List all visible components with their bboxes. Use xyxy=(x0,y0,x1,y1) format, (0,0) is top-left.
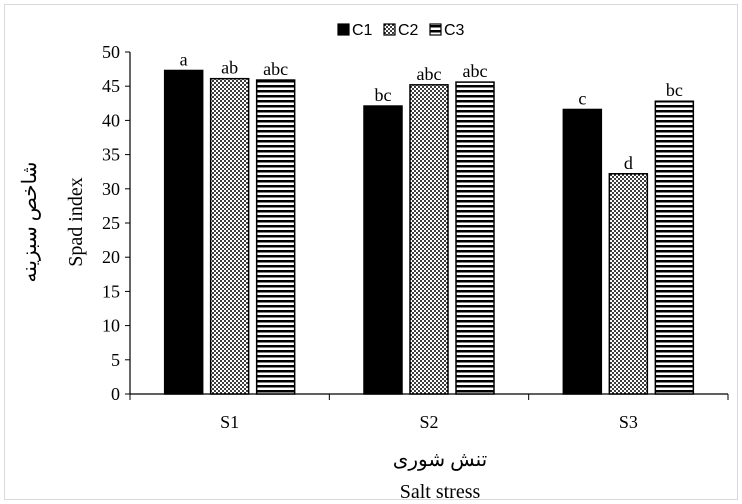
x-tick-label: S3 xyxy=(619,412,638,432)
bar-c2-s1 xyxy=(209,77,250,395)
axes: 0 5 10 15 20 25 30 35 40 45 50 S1 S2 S3 xyxy=(102,42,729,432)
significance-letter: abc xyxy=(463,61,488,81)
significance-letter: abc xyxy=(417,64,442,84)
bar-c1-s2 xyxy=(363,105,403,395)
bar-c3-s1 xyxy=(255,79,296,395)
y-tick-label: 50 xyxy=(102,42,120,62)
legend-swatch-c1 xyxy=(337,23,350,36)
significance-letter: bc xyxy=(375,85,392,105)
legend: C1 C2 C3 xyxy=(337,22,465,39)
y-tick-label: 5 xyxy=(111,350,120,370)
legend-swatch-c3 xyxy=(429,23,442,36)
x-axis-title-persian: تنش شوری xyxy=(393,449,488,471)
y-tick-label: 35 xyxy=(102,145,120,165)
significance-letter: d xyxy=(624,153,633,173)
y-tick-label: 30 xyxy=(102,179,120,199)
y-tick-label: 45 xyxy=(102,76,120,96)
legend-label-c1: C1 xyxy=(352,22,373,39)
y-tick-label: 10 xyxy=(102,316,120,336)
x-tick-label: S2 xyxy=(419,412,438,432)
y-tick-label: 20 xyxy=(102,247,120,267)
bar-c3-s2 xyxy=(455,81,495,395)
chart-frame xyxy=(4,4,738,500)
significance-letter: c xyxy=(578,88,586,108)
bar-c3-s3 xyxy=(654,100,695,395)
legend-swatch-c2 xyxy=(383,23,396,36)
significance-letter: ab xyxy=(221,58,238,78)
y-tick-label: 0 xyxy=(111,384,120,404)
significance-letter: bc xyxy=(666,80,683,100)
bar-c2-s3 xyxy=(608,173,649,395)
x-tick-label: S1 xyxy=(220,412,239,432)
y-tick-label: 40 xyxy=(102,110,120,130)
y-tick-label: 25 xyxy=(102,213,120,233)
axis-titles: شاخص سبزینه Spad index تنش شوری Salt str… xyxy=(19,162,487,503)
y-tick-label: 15 xyxy=(102,281,120,301)
bar-c1-s1 xyxy=(163,69,204,395)
legend-label-c3: C3 xyxy=(444,22,465,39)
legend-label-c2: C2 xyxy=(398,22,419,39)
y-axis-title: Spad index xyxy=(65,177,87,266)
x-axis-title: Salt stress xyxy=(400,481,481,503)
significance-letter: a xyxy=(180,49,188,69)
significance-letter: abc xyxy=(263,59,288,79)
bars: a ab abc bc abc abc c d bc xyxy=(163,49,695,395)
bar-c1-s3 xyxy=(562,108,603,395)
y-axis-title-persian: شاخص سبزینه xyxy=(19,162,41,283)
bar-c2-s2 xyxy=(409,84,449,395)
